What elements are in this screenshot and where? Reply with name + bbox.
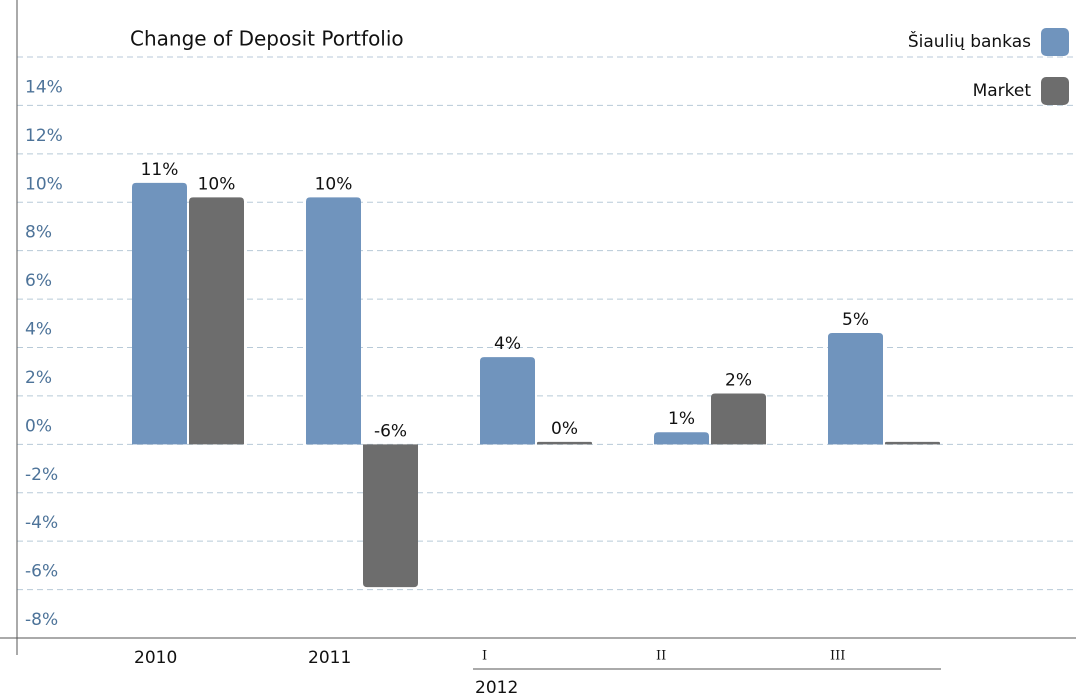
x-tick-label: II — [656, 649, 666, 664]
y-tick-label: 4% — [25, 320, 52, 340]
data-label: 5% — [842, 310, 869, 330]
bar — [306, 197, 361, 445]
y-tick-label: -8% — [25, 610, 58, 630]
y-tick-label: 12% — [25, 126, 63, 146]
y-tick-label: 8% — [25, 223, 52, 243]
bar — [363, 444, 418, 588]
bar — [132, 182, 187, 445]
x-tick-label: 2010 — [134, 648, 177, 668]
y-tick-label: 2% — [25, 368, 52, 388]
x-tick-label: I — [482, 649, 487, 664]
y-tick-label: -2% — [25, 465, 58, 485]
legend-label: Market — [973, 81, 1032, 101]
data-label: -6% — [374, 421, 407, 441]
data-label: 0% — [551, 419, 578, 439]
y-tick-label: 6% — [25, 271, 52, 291]
legend-swatch — [1041, 28, 1069, 56]
group-label: 2012 — [475, 678, 518, 697]
chart-title: Change of Deposit Portfolio — [130, 27, 404, 51]
bar — [480, 357, 535, 445]
y-tick-label: 0% — [25, 416, 52, 436]
data-label: 10% — [315, 174, 353, 194]
y-tick-label: -4% — [25, 513, 58, 533]
x-tick-label: III — [830, 649, 845, 664]
data-label: 11% — [141, 160, 179, 180]
data-label: 1% — [668, 409, 695, 429]
bar — [189, 197, 244, 445]
legend-label: Šiaulių bankas — [908, 30, 1031, 52]
data-label: 4% — [494, 334, 521, 354]
x-tick-label: 2011 — [308, 648, 351, 668]
bar — [711, 393, 766, 445]
bar — [885, 441, 940, 445]
y-tick-label: -6% — [25, 562, 58, 582]
data-label: 2% — [725, 370, 752, 390]
y-tick-label: 14% — [25, 77, 63, 97]
bar — [828, 332, 883, 445]
bar — [537, 441, 592, 445]
legend-swatch — [1041, 77, 1069, 105]
y-tick-label: 10% — [25, 174, 63, 194]
data-label: 10% — [198, 174, 236, 194]
bar — [654, 432, 709, 445]
